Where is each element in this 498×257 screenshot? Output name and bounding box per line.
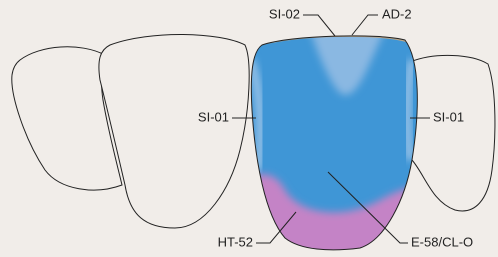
label: AD-2 [382,6,412,21]
label: HT-52 [218,234,253,249]
tooth-diagram: SI-02 AD-2 SI-01 SI-01 HT-52 E-58/CL-O [0,0,498,257]
label: SI-01 [198,109,229,124]
label: E-58/CL-O [411,234,473,249]
label: SI-02 [269,6,300,21]
background [0,0,498,257]
label: SI-01 [433,109,464,124]
